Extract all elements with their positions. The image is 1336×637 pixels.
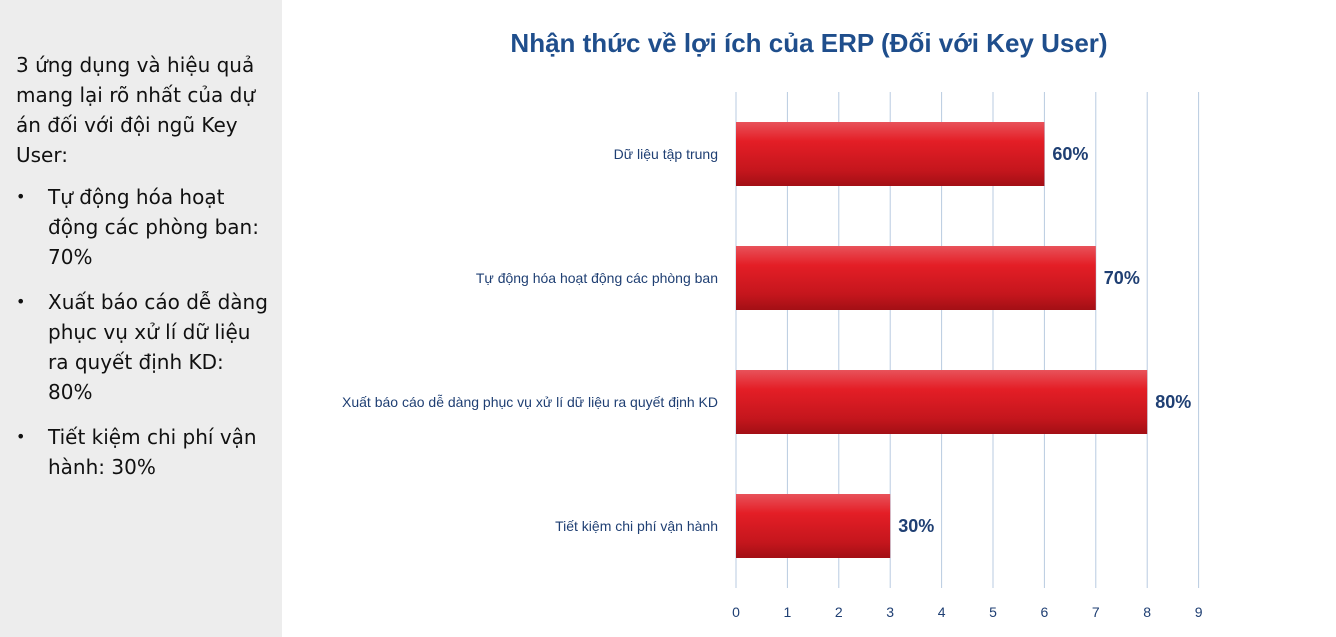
category-label: Dữ liệu tập trung	[614, 146, 718, 162]
summary-bullet: Tiết kiệm chi phí vận hành: 30%	[16, 422, 272, 482]
x-tick-label: 1	[784, 604, 792, 620]
summary-panel: 3 ứng dụng và hiệu quả mang lại rõ nhất …	[0, 0, 282, 637]
summary-bullet: Xuất báo cáo dễ dàng phục vụ xử lí dữ li…	[16, 287, 272, 407]
category-label: Tự động hóa hoạt động các phòng ban	[476, 270, 718, 286]
category-label: Xuất báo cáo dễ dàng phục vụ xử lí dữ li…	[342, 394, 718, 410]
x-tick-label: 4	[938, 604, 946, 620]
chart-title: Nhận thức về lợi ích của ERP (Đối với Ke…	[510, 28, 1108, 58]
x-tick-label: 2	[835, 604, 843, 620]
bar	[736, 494, 891, 558]
summary-list: Tự động hóa hoạt động các phòng ban: 70%…	[16, 182, 272, 482]
summary-intro: 3 ứng dụng và hiệu quả mang lại rõ nhất …	[16, 53, 256, 167]
summary-bullet: Tự động hóa hoạt động các phòng ban: 70%	[16, 182, 272, 272]
x-tick-label: 7	[1092, 604, 1100, 620]
x-tick-label: 3	[886, 604, 894, 620]
x-tick-label: 6	[1041, 604, 1049, 620]
data-label: 30%	[898, 516, 934, 536]
data-label: 80%	[1155, 392, 1191, 412]
bar	[736, 370, 1148, 434]
x-tick-label: 8	[1143, 604, 1151, 620]
bar-chart: 0 1 2 3 4 5 6 7 8 9 Dữ liệu tập trung 60% Tự động hó…	[342, 92, 1203, 620]
x-tick-label: 9	[1195, 604, 1203, 620]
category-label: Tiết kiệm chi phí vận hành	[555, 518, 718, 534]
x-tick-label: 0	[732, 604, 740, 620]
bar	[736, 122, 1045, 186]
x-tick-label: 5	[989, 604, 997, 620]
bar	[736, 246, 1096, 310]
data-label: 70%	[1104, 268, 1140, 288]
data-label: 60%	[1052, 144, 1088, 164]
